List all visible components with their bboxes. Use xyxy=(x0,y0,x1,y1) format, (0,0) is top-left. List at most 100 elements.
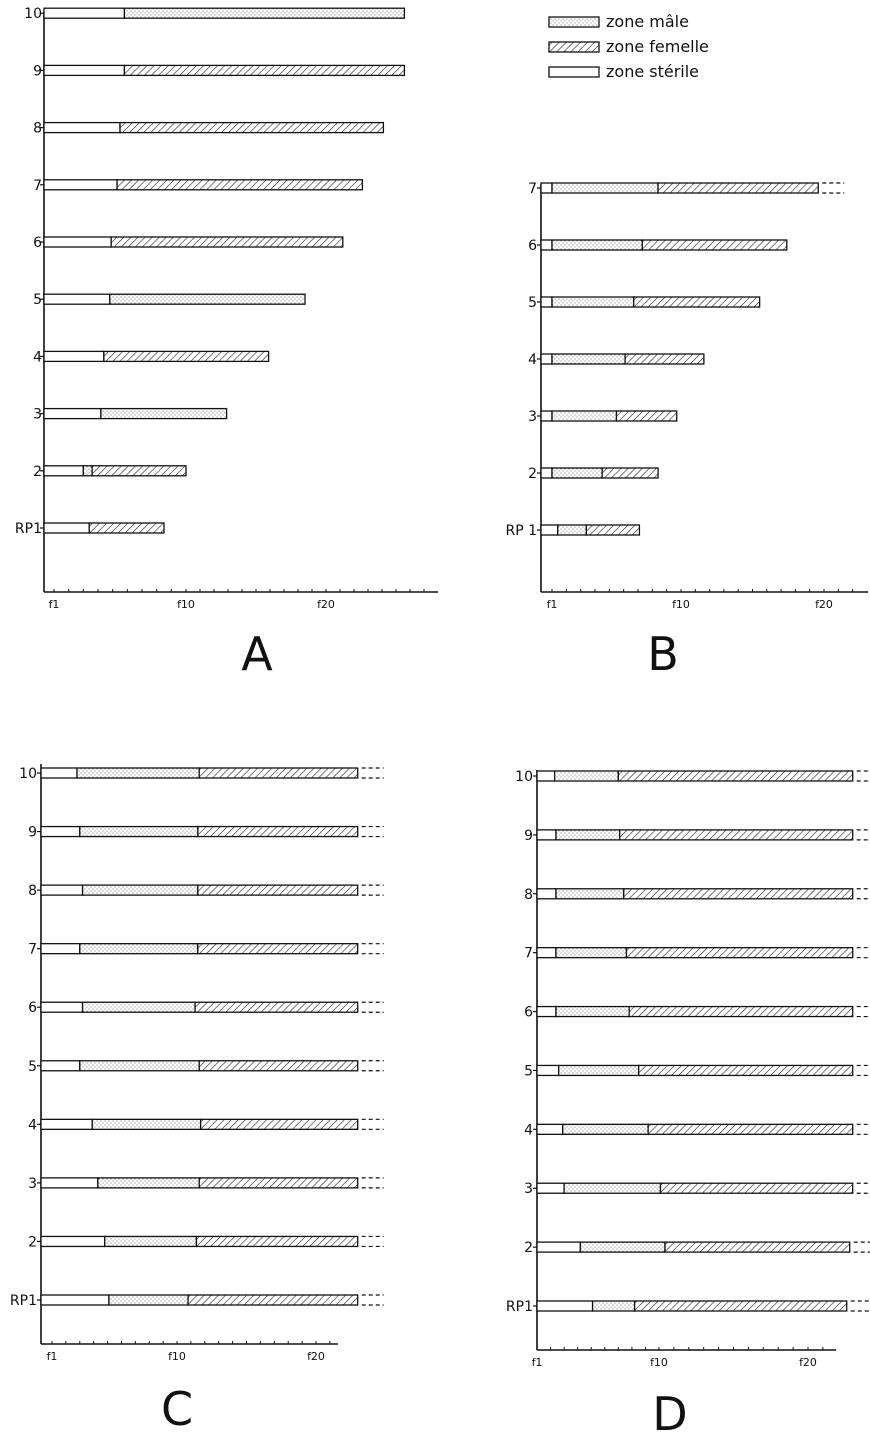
row-label: 7 xyxy=(28,942,37,958)
bar-row-rp1: RP 1 xyxy=(505,523,641,539)
row-label: RP 1 xyxy=(505,523,537,539)
bar-segment-female xyxy=(641,239,788,251)
bar-row-4: 4 xyxy=(528,352,705,368)
bar-segment-sterile xyxy=(536,1182,565,1194)
x-tick-label-f20: f20 xyxy=(317,598,335,611)
bar-segment-sterile xyxy=(40,1060,81,1072)
x-tick-label-f10: f10 xyxy=(177,598,195,611)
row-label: 2 xyxy=(528,466,537,482)
bar-row-5: 5 xyxy=(28,1059,384,1075)
bar-row-6: 6 xyxy=(28,1000,384,1016)
bar-segment-female xyxy=(585,524,641,536)
bar-row-rp1: RP1 xyxy=(506,1299,870,1315)
panel-letter-a: A xyxy=(241,627,273,681)
panels: f1 f10 f20 RP1 2 3 4 5 6 7 8 9 10 Af1 f10 f20 RP 1 2 3 4 5 6 7… xyxy=(10,6,870,1441)
bar-segment-sterile xyxy=(43,236,112,248)
bar-segment-female xyxy=(657,182,819,194)
bar-segment-sterile xyxy=(536,770,556,782)
bar-row-10: 10 xyxy=(24,6,406,22)
bar-segment-male xyxy=(104,1235,198,1248)
bar-segment-male xyxy=(555,947,628,959)
bar-segment-male xyxy=(562,1123,649,1135)
bar-segment-sterile xyxy=(540,182,553,194)
bar-segment-female xyxy=(624,353,705,365)
bar-segment-sterile xyxy=(536,1064,560,1077)
bar-row-8: 8 xyxy=(28,883,384,899)
bar-segment-female xyxy=(633,1300,848,1312)
bar-segment-sterile xyxy=(540,524,559,536)
bar-segment-female xyxy=(619,829,854,841)
bar-row-10: 10 xyxy=(515,769,870,785)
bar-segment-sterile xyxy=(40,1235,106,1248)
row-label: 6 xyxy=(28,1000,37,1016)
bar-segment-sterile xyxy=(43,64,126,77)
bar-segment-sterile xyxy=(40,943,81,955)
bar-segment-sterile xyxy=(40,1294,110,1306)
bar-row-4: 4 xyxy=(28,1117,384,1133)
bar-row-9: 9 xyxy=(524,828,870,844)
bar-segment-female xyxy=(195,1235,359,1248)
bar-row-2: 2 xyxy=(33,464,187,480)
row-label: 3 xyxy=(528,409,537,425)
bar-segment-female xyxy=(88,522,165,534)
bar-segment-female xyxy=(197,825,359,838)
bar-segment-male xyxy=(555,1005,630,1018)
bar-segment-female xyxy=(119,121,385,134)
bar-segment-sterile xyxy=(536,1005,557,1018)
row-label: 5 xyxy=(524,1063,533,1079)
panel-letter-b: B xyxy=(647,627,679,681)
legend-swatch-sterile xyxy=(548,66,600,78)
bar-segment-sterile xyxy=(40,884,84,896)
row-label: 4 xyxy=(528,352,537,368)
bar-segment-sterile xyxy=(43,465,84,477)
panel-d: f1 f10 f20 RP1 2 3 4 5 6 7 8 9 10 D xyxy=(506,769,870,1441)
bar-segment-sterile xyxy=(40,767,78,779)
x-tick-label-f1: f1 xyxy=(547,598,558,611)
row-label: 3 xyxy=(524,1181,533,1197)
bar-segment-sterile xyxy=(43,407,102,420)
row-label: 7 xyxy=(33,178,42,194)
bar-segment-female xyxy=(647,1123,854,1135)
legend-label-sterile: zone stérile xyxy=(606,62,699,81)
bar-row-5: 5 xyxy=(33,292,306,308)
bar-segment-sterile xyxy=(40,825,81,838)
row-label: 2 xyxy=(33,464,42,480)
bar-segment-female xyxy=(198,767,359,779)
bar-segment-female xyxy=(198,1060,359,1072)
bar-segment-female xyxy=(638,1064,854,1077)
bar-row-3: 3 xyxy=(33,407,228,423)
row-label: 9 xyxy=(524,828,533,844)
bar-segment-male xyxy=(551,182,659,194)
row-label: 4 xyxy=(33,349,42,365)
bar-segment-sterile xyxy=(540,467,553,479)
bar-row-4: 4 xyxy=(33,349,270,365)
bar-row-6: 6 xyxy=(33,235,344,251)
legend-swatch-female xyxy=(548,41,600,53)
row-label: 6 xyxy=(524,1005,533,1021)
bar-segment-female xyxy=(659,1182,854,1194)
bar-segment-male xyxy=(97,1177,200,1189)
bar-segment-male xyxy=(91,1118,202,1130)
bar-row-3: 3 xyxy=(28,1176,384,1192)
bar-segment-sterile xyxy=(536,888,557,900)
row-label: 5 xyxy=(33,292,42,308)
bar-segment-sterile xyxy=(40,1118,93,1130)
panel-b: f1 f10 f20 RP 1 2 3 4 5 6 7 B xyxy=(505,181,868,681)
bar-segment-male xyxy=(551,296,635,308)
bar-segment-female xyxy=(91,465,187,477)
bar-segment-male xyxy=(81,884,199,896)
row-label: 8 xyxy=(33,121,42,137)
bar-row-rp1: RP1 xyxy=(10,1293,384,1309)
bar-row-10: 10 xyxy=(19,766,384,782)
bar-row-8: 8 xyxy=(524,887,870,903)
bar-segment-female xyxy=(625,947,854,959)
row-label: RP1 xyxy=(10,1293,37,1309)
row-label: 10 xyxy=(19,766,37,782)
bar-row-2: 2 xyxy=(524,1240,870,1256)
bar-row-3: 3 xyxy=(524,1181,870,1197)
row-label: 8 xyxy=(28,883,37,899)
bar-segment-female xyxy=(617,770,854,782)
bar-segment-male xyxy=(76,767,200,779)
row-label: 4 xyxy=(28,1117,37,1133)
